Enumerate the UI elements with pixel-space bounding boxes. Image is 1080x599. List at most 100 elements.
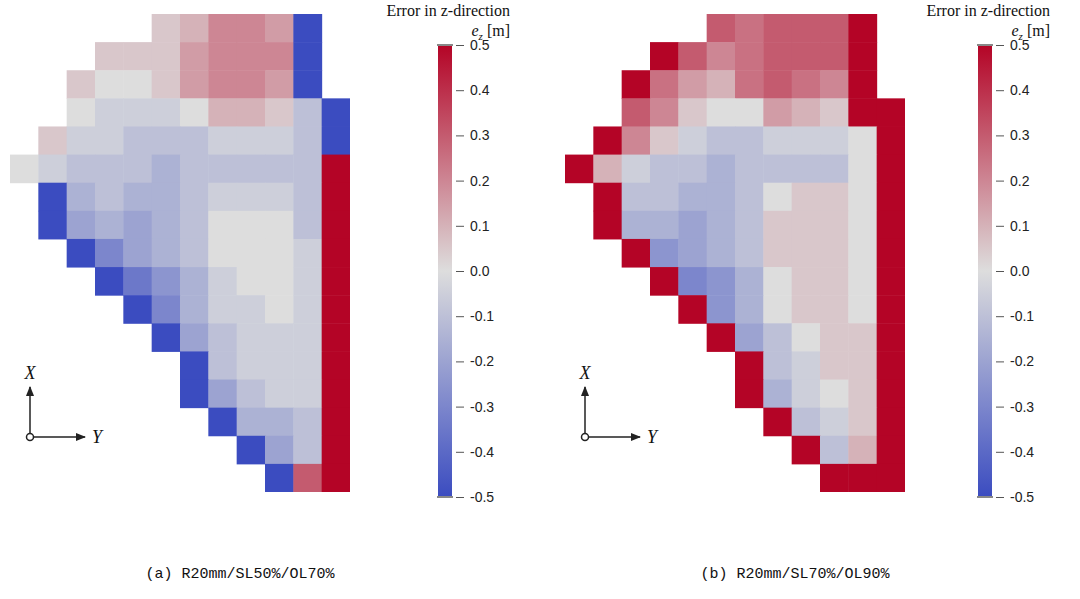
heat-cell — [792, 183, 821, 212]
tick-mark — [996, 181, 1004, 182]
heat-cell — [848, 267, 877, 296]
heat-cell — [622, 70, 651, 99]
tick-label: 0.1 — [1010, 218, 1030, 234]
heat-cell — [180, 183, 209, 212]
heat-cell — [763, 155, 792, 184]
heat-cell — [208, 98, 237, 127]
heat-cell — [180, 267, 209, 296]
heat-cell — [650, 70, 679, 99]
colorbar-cap — [437, 496, 453, 498]
heat-cell — [180, 295, 209, 324]
tick: -0.3 — [996, 399, 1034, 415]
heat-cell — [650, 267, 679, 296]
heat-cell — [792, 436, 821, 465]
heat-cell — [707, 323, 736, 352]
heat-cell — [322, 380, 350, 409]
heat-cell — [265, 380, 294, 409]
heat-cell — [237, 70, 266, 99]
tick: -0.5 — [456, 489, 494, 505]
heat-cell — [678, 183, 707, 212]
heat-cell — [622, 183, 651, 212]
cells — [565, 14, 905, 492]
heat-cell — [95, 211, 124, 240]
arrow-vertical — [584, 387, 586, 434]
colorbar-symbol: ez [m] — [472, 22, 511, 42]
heat-cell — [237, 155, 266, 184]
colorbar-title: Error in z-direction — [387, 2, 511, 19]
heat-cell — [237, 408, 266, 437]
heat-cell — [877, 351, 905, 380]
tick-mark — [456, 90, 464, 91]
heat-cell — [208, 351, 237, 380]
heat-cell — [877, 323, 905, 352]
heat-cell — [208, 211, 237, 240]
heat-cell — [650, 42, 679, 71]
heat-cell — [152, 126, 181, 155]
heat-cell — [180, 351, 209, 380]
heat-cell — [877, 183, 905, 212]
heat-cell — [95, 267, 124, 296]
heat-cell — [265, 408, 294, 437]
heat-cell — [820, 408, 849, 437]
heat-cell — [180, 42, 209, 71]
tick-label: 0.4 — [470, 82, 490, 98]
heat-cell — [707, 183, 736, 212]
heat-cell — [593, 126, 622, 155]
heat-cell — [293, 239, 322, 268]
heat-cell — [593, 183, 622, 212]
tick: 0.3 — [456, 127, 490, 143]
heat-cell — [735, 351, 764, 380]
tick-label: -0.2 — [470, 353, 494, 369]
heat-cell — [95, 70, 124, 99]
heat-cell — [820, 323, 849, 352]
heat-cell — [877, 380, 905, 409]
heat-cell — [152, 183, 181, 212]
colorbar-symbol: ez [m] — [1012, 22, 1051, 42]
axis-domain — [457, 46, 465, 498]
heat-cell — [763, 351, 792, 380]
heat-cell — [180, 239, 209, 268]
colorbar-title: Error in z-direction — [927, 2, 1051, 19]
heat-cell — [678, 98, 707, 127]
panel-caption: (b) R20mm/SL70%/OL90% — [700, 566, 890, 583]
axis-label: Y — [92, 427, 104, 447]
heat-cell — [208, 323, 237, 352]
heat-cell — [293, 295, 322, 324]
heat-cell — [95, 155, 124, 184]
heat-cell — [593, 155, 622, 184]
heat-cell — [237, 267, 266, 296]
heat-cell — [763, 323, 792, 352]
heat-cell — [180, 98, 209, 127]
tick-mark — [996, 316, 1004, 317]
heat-cell — [293, 70, 322, 99]
heat-cell — [237, 98, 266, 127]
heat-cell — [265, 183, 294, 212]
heat-cell — [152, 295, 181, 324]
tick-label: -0.4 — [470, 444, 494, 460]
heat-cell — [10, 155, 39, 184]
heat-cell — [265, 70, 294, 99]
origin — [27, 434, 34, 441]
heat-cell — [237, 436, 266, 465]
heat-cell — [877, 408, 905, 437]
tick: -0.4 — [456, 444, 494, 460]
tick-label: 0.2 — [1010, 173, 1030, 189]
heat-cell — [208, 183, 237, 212]
heat-cell — [237, 295, 266, 324]
heat-cell — [237, 239, 266, 268]
heat-cell — [678, 42, 707, 71]
heat-cell — [322, 295, 350, 324]
heat-cell — [180, 14, 209, 43]
heat-cell — [792, 98, 821, 127]
heat-cell — [293, 126, 322, 155]
heat-cell — [763, 14, 792, 43]
heat-cell — [707, 14, 736, 43]
heat-cell — [820, 211, 849, 240]
heat-cell — [707, 295, 736, 324]
heat-cell — [322, 464, 350, 492]
tick-label: 0.3 — [1010, 127, 1030, 143]
heat-cell — [123, 295, 152, 324]
heat-cell — [152, 211, 181, 240]
heat-cell — [735, 295, 764, 324]
heat-cell — [622, 126, 651, 155]
